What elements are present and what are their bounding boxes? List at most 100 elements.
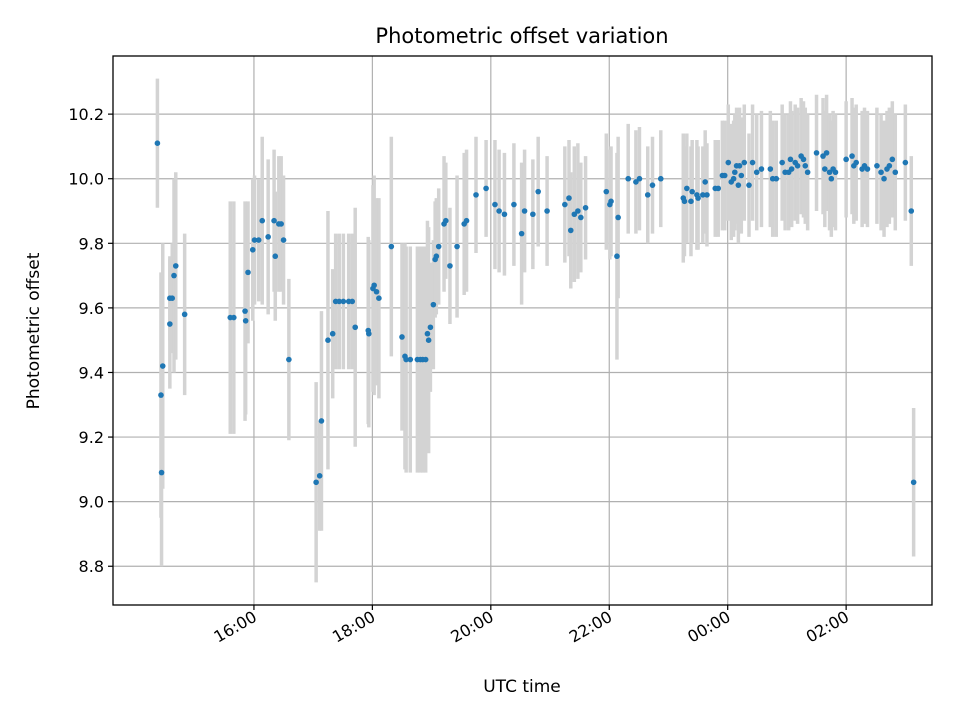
- data-point: [169, 295, 176, 302]
- y-tick-label: 9.0: [79, 493, 104, 512]
- data-point: [430, 301, 437, 308]
- data-point: [496, 208, 502, 214]
- data-point: [908, 208, 915, 214]
- data-point: [340, 298, 347, 305]
- data-point: [715, 185, 722, 192]
- data-point: [286, 356, 292, 363]
- data-point: [823, 150, 830, 156]
- y-tick-label: 8.8: [79, 557, 104, 576]
- data-point: [483, 185, 489, 192]
- data-point: [822, 166, 828, 172]
- data-point: [688, 198, 694, 205]
- data-point: [271, 217, 277, 224]
- data-point: [649, 182, 656, 188]
- data-point: [802, 163, 809, 169]
- y-tick-label: 9.6: [79, 299, 104, 318]
- data-point: [657, 175, 664, 182]
- data-point: [399, 334, 405, 340]
- data-point: [881, 175, 887, 182]
- data-point: [681, 198, 688, 205]
- data-point: [373, 288, 380, 295]
- y-axis-label: Photometric offset: [24, 252, 44, 409]
- data-point: [544, 208, 550, 214]
- data-point: [255, 237, 262, 243]
- data-point: [608, 198, 614, 205]
- data-point: [371, 282, 377, 289]
- data-point: [265, 234, 271, 240]
- data-point: [422, 356, 429, 363]
- data-point: [625, 175, 632, 182]
- data-point: [280, 237, 287, 243]
- data-point: [582, 204, 589, 211]
- data-point: [853, 159, 859, 166]
- data-point: [242, 308, 248, 314]
- y-tick-label: 9.8: [79, 234, 104, 253]
- y-tick-label: 10.2: [68, 105, 104, 124]
- data-point: [571, 211, 578, 218]
- y-tick-label: 9.2: [79, 428, 104, 447]
- data-point: [874, 163, 880, 169]
- data-point: [603, 188, 610, 195]
- data-point: [902, 159, 909, 166]
- data-point: [787, 156, 794, 163]
- x-axis-label: UTC time: [483, 677, 561, 697]
- data-point: [259, 217, 266, 224]
- data-point: [376, 295, 382, 302]
- data-point: [735, 182, 742, 188]
- data-point: [892, 169, 899, 176]
- data-point: [454, 243, 460, 250]
- data-point: [473, 192, 479, 198]
- data-point: [843, 156, 849, 163]
- data-point: [366, 330, 372, 337]
- data-point: [249, 246, 256, 253]
- data-point: [511, 201, 517, 208]
- data-point: [245, 269, 251, 276]
- plot-frame: [112, 55, 933, 606]
- data-point: [794, 163, 801, 169]
- data-point: [313, 479, 319, 486]
- data-point: [518, 230, 525, 237]
- data-point: [704, 192, 710, 198]
- data-point: [159, 363, 166, 369]
- data-point: [746, 182, 752, 188]
- data-point: [767, 166, 774, 172]
- data-point: [633, 179, 639, 185]
- data-point: [878, 169, 884, 176]
- data-point: [725, 159, 732, 166]
- data-point: [832, 169, 839, 176]
- chart-title: Photometric offset variation: [375, 24, 668, 48]
- y-tick-label: 10.0: [68, 170, 104, 189]
- data-point: [530, 211, 536, 218]
- data-point: [424, 330, 431, 337]
- data-point: [615, 214, 621, 221]
- data-point: [910, 479, 917, 486]
- data-point: [741, 159, 748, 166]
- data-point: [800, 156, 807, 163]
- data-point: [425, 337, 432, 343]
- data-point: [702, 179, 708, 185]
- data-point: [278, 221, 284, 227]
- data-point: [242, 318, 249, 324]
- data-point: [813, 150, 820, 156]
- data-point: [171, 272, 177, 279]
- data-point: [325, 337, 331, 343]
- data-point: [158, 392, 164, 398]
- data-point: [521, 208, 528, 214]
- data-point: [167, 321, 173, 327]
- data-point: [492, 201, 498, 208]
- data-point: [788, 166, 795, 172]
- data-point: [828, 175, 835, 182]
- data-point: [172, 263, 179, 269]
- data-point: [181, 311, 188, 318]
- data-point: [567, 227, 574, 234]
- data-point: [575, 208, 581, 214]
- data-point: [889, 156, 896, 163]
- data-point: [779, 159, 785, 166]
- data-point: [447, 263, 453, 269]
- data-point: [318, 418, 325, 424]
- data-point: [158, 469, 165, 476]
- y-tick-label: 9.4: [79, 363, 104, 382]
- data-point: [730, 175, 737, 182]
- data-point: [407, 356, 414, 363]
